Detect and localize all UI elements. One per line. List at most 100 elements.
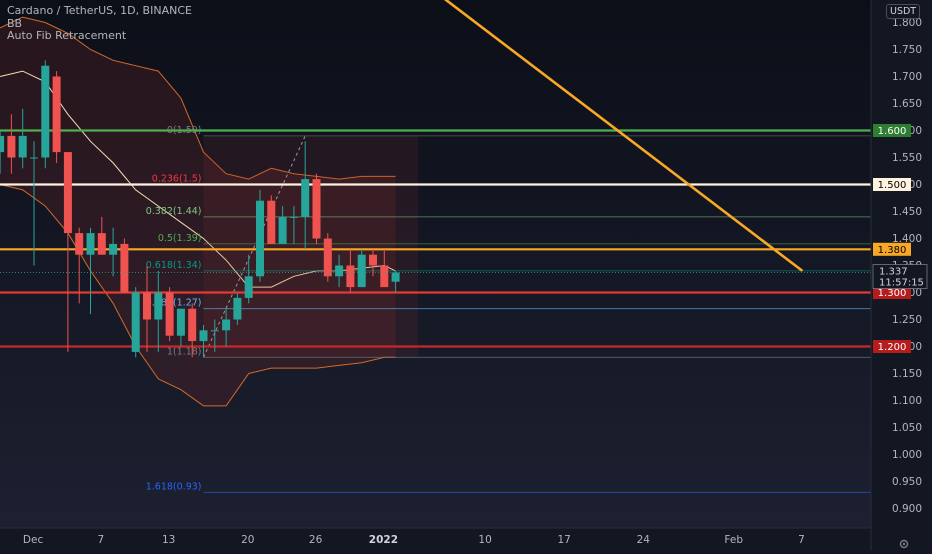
candle-body (244, 276, 253, 298)
fib-level-label: 1.618(0.93) (146, 481, 202, 492)
time-tick-label: 2022 (369, 534, 398, 546)
countdown-label: 11:57:15 (879, 278, 924, 289)
candle-body (346, 265, 355, 288)
price-tick-label: 0.900 (892, 503, 922, 515)
candle (30, 141, 38, 266)
price-tick-label: 1.650 (892, 98, 922, 110)
candle (210, 319, 219, 352)
candle (176, 308, 185, 347)
fib-level-label: 0.5(1.39) (158, 233, 202, 244)
candle-body (233, 297, 242, 320)
time-tick-label: 7 (798, 534, 805, 546)
candle-body (97, 233, 106, 255)
indicator-bb-label: BB (7, 16, 23, 30)
candle (346, 249, 355, 293)
candle-body (210, 330, 219, 332)
time-tick-label: 26 (309, 534, 323, 546)
chart-legend: Cardano / TetherUS, 1D, BINANCE BB Auto … (7, 4, 192, 43)
price-badge-label: 1.200 (878, 342, 907, 353)
candle-body (222, 319, 231, 331)
plot-background (0, 0, 871, 528)
candle (391, 270, 400, 293)
price-badge-label: 1.500 (878, 180, 907, 191)
bollinger-upper-line (0, 16, 396, 180)
candle (233, 292, 242, 325)
candle-body (18, 135, 27, 158)
candle (199, 324, 208, 358)
time-tick-label: 17 (558, 534, 571, 546)
fib-level-label: 0.618(1.34) (146, 260, 202, 271)
candle-body (143, 292, 151, 320)
price-tick-label: 1.550 (892, 152, 922, 164)
time-tick-label: 24 (637, 534, 651, 546)
price-tick-label: 1.750 (892, 44, 922, 56)
candle (52, 71, 61, 163)
currency-unit-button[interactable]: USDT (886, 4, 921, 19)
candle (323, 233, 332, 282)
time-axis (0, 528, 871, 550)
candle (41, 60, 50, 169)
candle-body (335, 265, 344, 277)
trend-line (443, 0, 804, 272)
candle-body (188, 308, 197, 342)
candle (244, 254, 253, 304)
candle-body (30, 157, 38, 159)
candle (335, 254, 344, 288)
time-tick-label: Feb (724, 534, 743, 546)
candle (312, 173, 321, 244)
candle-body (380, 265, 389, 288)
candle (7, 114, 16, 174)
candle-body (0, 135, 5, 153)
candle (301, 141, 310, 250)
candle (357, 249, 366, 288)
candle-body (154, 292, 163, 320)
fib-level-label: 0.786(1.27) (146, 298, 202, 309)
price-tick-label: 1.100 (892, 395, 922, 407)
fib-trend-connector (203, 135, 306, 358)
candle-body (312, 179, 321, 239)
candle-body (369, 254, 377, 266)
fib-level-label: 0.382(1.44) (146, 206, 202, 217)
candle-body (131, 292, 140, 352)
time-tick-label: Dec (23, 534, 44, 546)
price-tick-label: 1.800 (892, 17, 922, 29)
candle (289, 206, 298, 244)
candle (267, 195, 276, 244)
candle (188, 303, 197, 358)
time-tick-label: 20 (241, 534, 254, 546)
candle (165, 287, 174, 342)
price-badge-label: 1.600 (878, 126, 907, 137)
candle-body (41, 65, 50, 158)
current-price-label: 1.337 (879, 267, 908, 278)
price-tick-label: 1.450 (892, 206, 922, 218)
price-badge (873, 124, 911, 137)
candle (97, 216, 106, 255)
candle (369, 249, 377, 277)
fib-level-label: 0.236(1.5) (152, 174, 202, 185)
candle-body (301, 179, 310, 217)
candle-body (176, 308, 185, 336)
candle-body (323, 238, 332, 277)
candle (120, 238, 129, 293)
price-badge (873, 178, 911, 191)
candle (143, 265, 151, 352)
price-tick-label: 1.400 (892, 233, 922, 245)
time-tick-label: 7 (98, 534, 105, 546)
candle-body (278, 216, 287, 244)
current-price-badge (872, 264, 928, 289)
candle-body (256, 200, 264, 277)
price-tick-label: 1.700 (892, 71, 922, 83)
candle (222, 308, 231, 347)
candle-body (357, 254, 366, 288)
candle (256, 189, 264, 282)
price-badge-label: 1.380 (878, 245, 907, 256)
time-tick-label: 13 (162, 534, 175, 546)
price-badge (873, 286, 911, 299)
price-tick-label: 1.250 (892, 314, 922, 326)
price-tick-label: 0.950 (892, 476, 922, 488)
candle (86, 227, 95, 315)
fib-level-label: 1(1.18) (167, 346, 202, 357)
candle-body (391, 272, 400, 282)
gear-icon[interactable] (898, 535, 910, 549)
